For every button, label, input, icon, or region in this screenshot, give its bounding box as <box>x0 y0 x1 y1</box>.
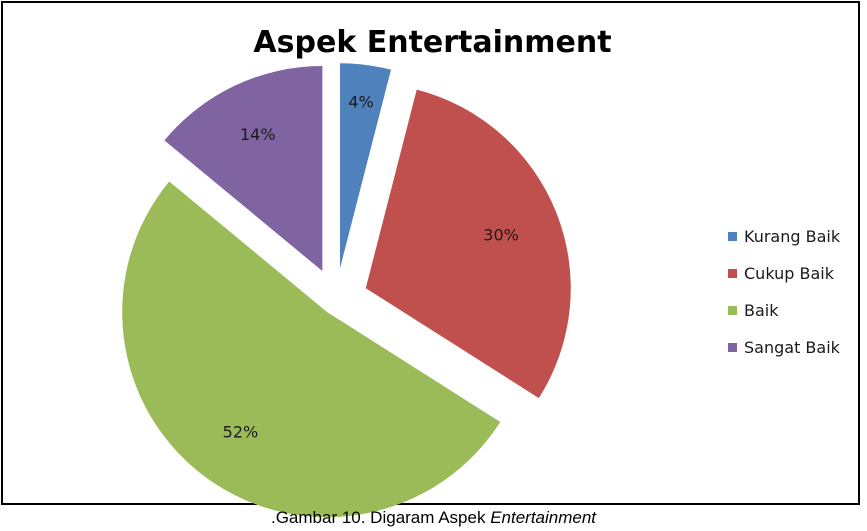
pie-slice-baik <box>122 181 501 518</box>
legend-label: Cukup Baik <box>744 264 834 283</box>
figure-caption: .Gambar 10. Digaram Aspek Entertainment <box>0 508 867 528</box>
legend-item-baik: Baik <box>728 292 840 329</box>
legend-label: Baik <box>744 301 779 320</box>
slice-label-kurang-baik: 4% <box>348 92 373 111</box>
legend-item-sangat-baik: Sangat Baik <box>728 329 840 366</box>
slice-label-sangat-baik: 14% <box>240 125 276 144</box>
chart-legend: Kurang Baik Cukup Baik Baik Sangat Baik <box>728 218 840 366</box>
legend-swatch <box>728 306 737 315</box>
pie-slice-cukup-baik <box>365 89 571 399</box>
legend-swatch <box>728 232 737 241</box>
caption-emphasis: Entertainment <box>490 508 597 527</box>
legend-label: Sangat Baik <box>744 338 840 357</box>
legend-item-cukup-baik: Cukup Baik <box>728 255 840 292</box>
slice-label-cukup-baik: 30% <box>483 226 519 245</box>
legend-swatch <box>728 343 737 352</box>
caption-prefix: .Gambar 10. Digaram Aspek <box>270 508 491 527</box>
legend-swatch <box>728 269 737 278</box>
chart-title: Aspek Entertainment <box>253 25 612 60</box>
legend-label: Kurang Baik <box>744 227 841 246</box>
slice-label-baik: 52% <box>223 423 259 442</box>
legend-item-kurang-baik: Kurang Baik <box>728 218 840 255</box>
pie-slice-sangat-baik <box>164 66 323 272</box>
pie-slice-kurang-baik <box>340 63 391 269</box>
